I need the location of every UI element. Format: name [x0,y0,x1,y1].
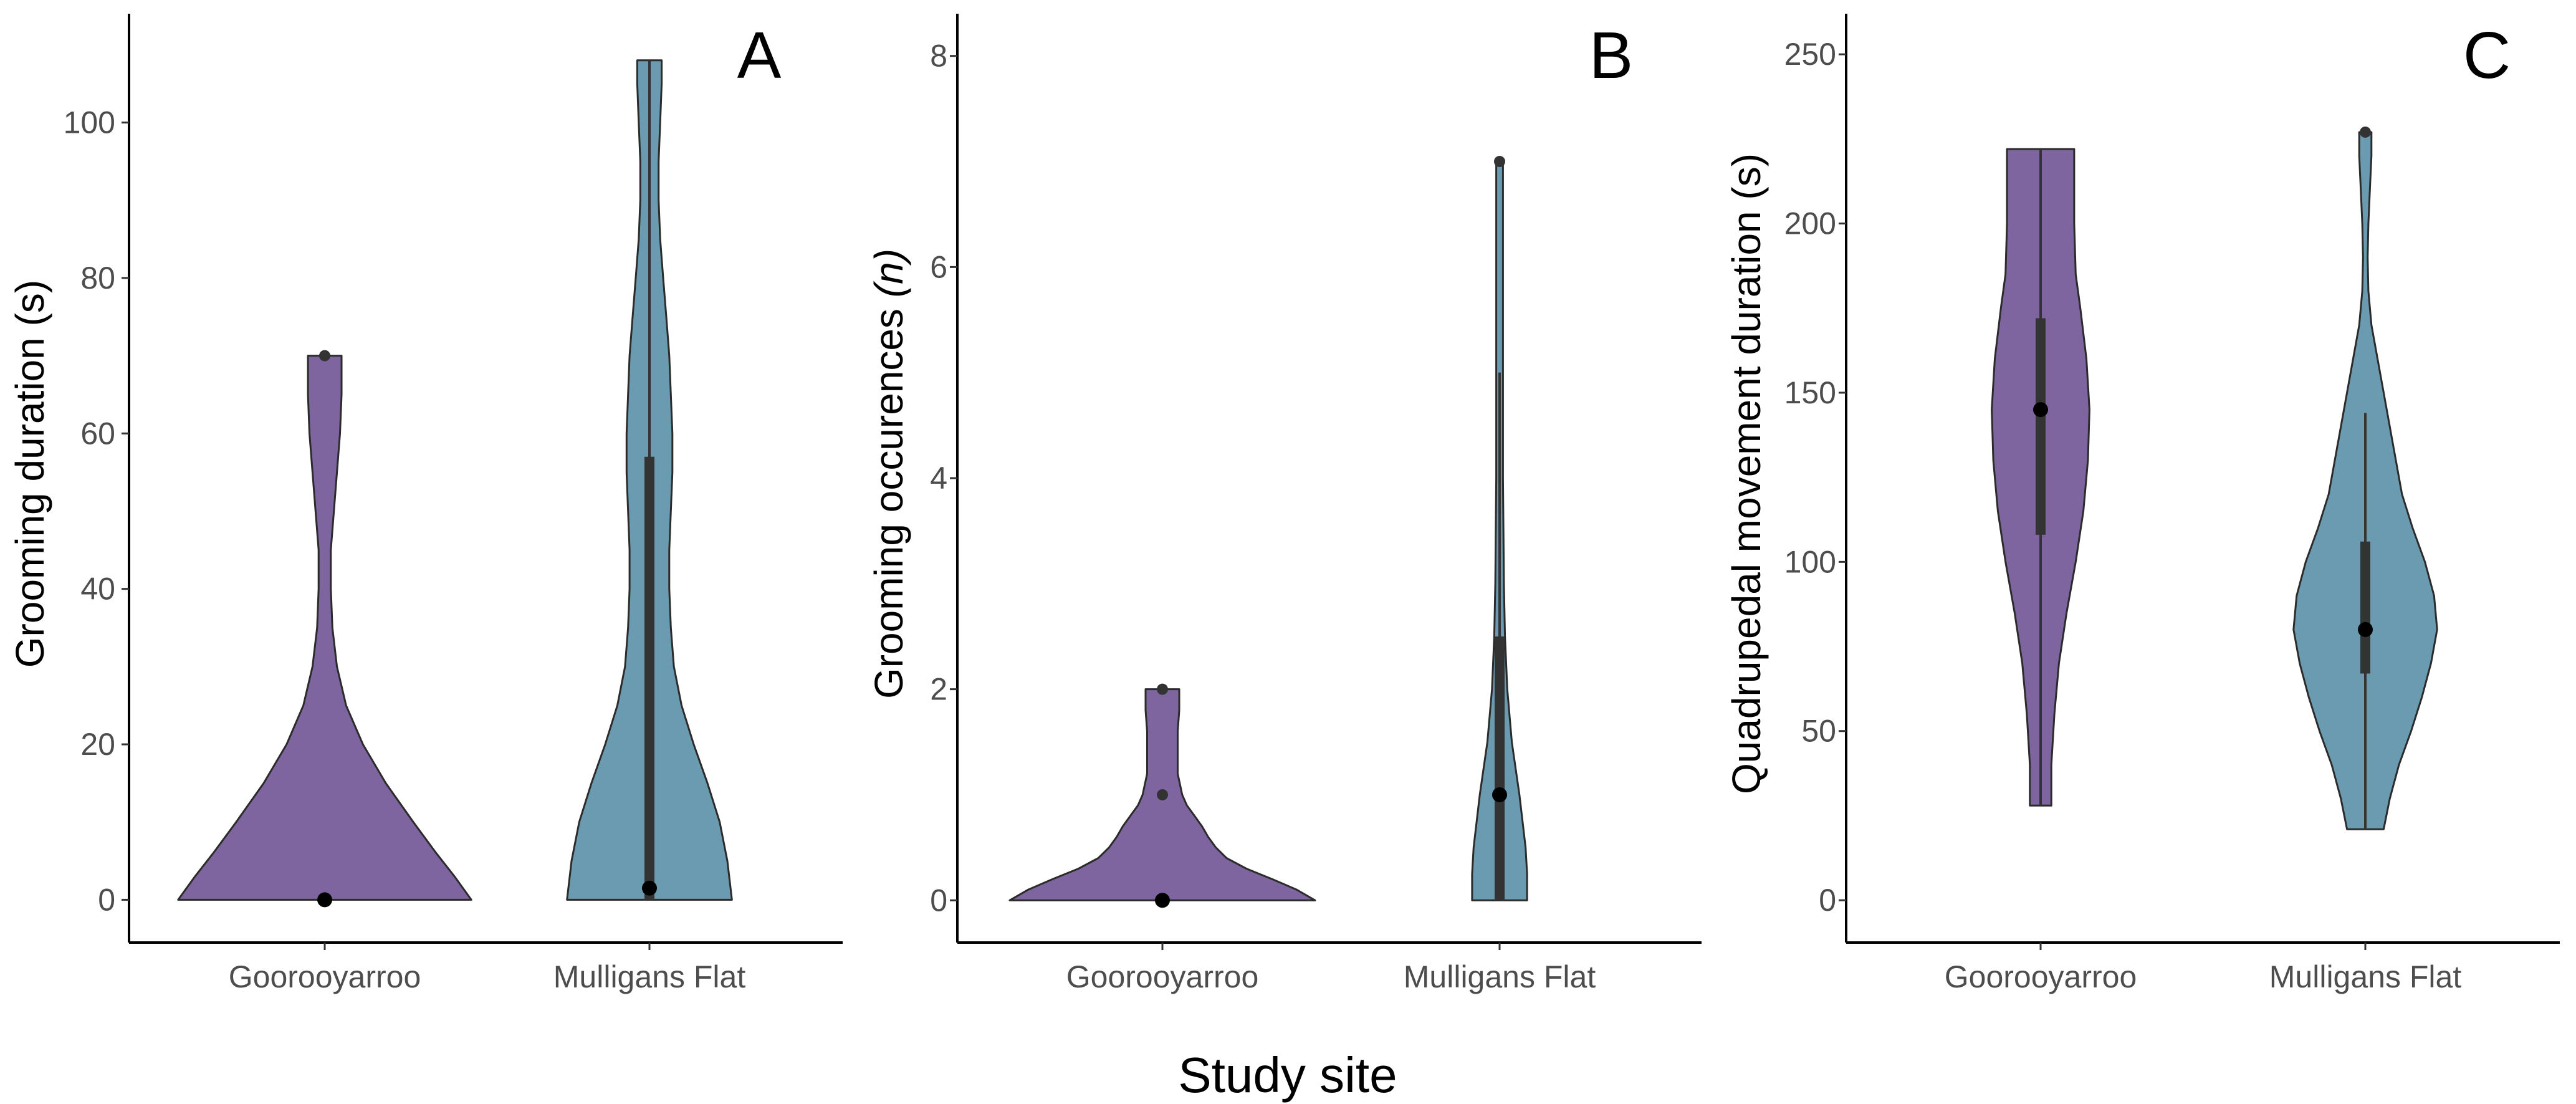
outlier-point [2360,126,2371,138]
y-tick-label: 100 [64,105,115,140]
y-tick-label: 6 [930,249,947,284]
x-tick-label: Mulligans Flat [2269,959,2462,994]
y-tick-label: 100 [1784,544,1836,579]
y-tick-label: 2 [930,672,947,707]
y-axis-title: Grooming occurences (n) [866,249,911,699]
y-axis-title-part: Quadrupedal movement duration (s) [1724,153,1769,794]
y-axis-title-part: Grooming duration (s) [7,280,52,668]
x-tick-label: Goorooyarroo [229,959,421,994]
y-axis-title: Quadrupedal movement duration (s) [1724,153,1769,794]
median-point [642,880,657,896]
median-point [2358,622,2373,637]
x-tick-label: Mulligans Flat [553,959,746,994]
y-axis-title: Grooming duration (s) [7,280,52,668]
x-tick-label: Goorooyarroo [1945,959,2137,994]
median-point [1492,787,1507,802]
y-axis-title-part: (n) [866,249,911,297]
y-tick-label: 8 [930,39,947,74]
panel-label: A [737,19,782,92]
outlier-point [1494,156,1505,168]
panel-a: 0 20 40 60 80 100 Goorooyarroo Mulligans Flat Gr… [7,14,843,994]
x-axis-title: Study site [1178,1047,1397,1103]
y-tick-label: 150 [1784,375,1836,410]
panel-label: B [1589,19,1634,92]
y-tick-label: 80 [80,261,115,295]
x-tick-label: Goorooyarroo [1066,959,1259,994]
panel-b: 0 2 4 6 8 Goorooyarroo Mulligans Flat Grooming … [866,14,1702,994]
y-tick-label: 250 [1784,37,1836,72]
x-tick-label: Mulligans Flat [1404,959,1596,994]
y-tick-label: 50 [1801,714,1836,749]
median-point [1155,893,1170,908]
y-tick-label: 0 [930,883,947,918]
y-axis-title-part: Grooming occurences [866,297,911,699]
y-tick-label: 40 [80,572,115,607]
panel-label: C [2463,19,2511,92]
y-tick-label: 60 [80,416,115,451]
y-tick-label: 20 [80,727,115,762]
outlier-point [1157,789,1168,800]
median-point [317,892,332,908]
median-point [2033,402,2048,418]
panel-c: 0 50 100 150 200 250 Goorooyarroo Mulligans Fla… [1724,14,2560,994]
violin-goorooyarroo [177,355,472,901]
y-tick-label: 4 [930,461,947,496]
outlier-point [1157,683,1168,695]
outlier-point [319,350,330,362]
y-tick-label: 0 [98,882,115,917]
y-tick-label: 200 [1784,206,1836,241]
y-tick-label: 0 [1819,883,1836,918]
